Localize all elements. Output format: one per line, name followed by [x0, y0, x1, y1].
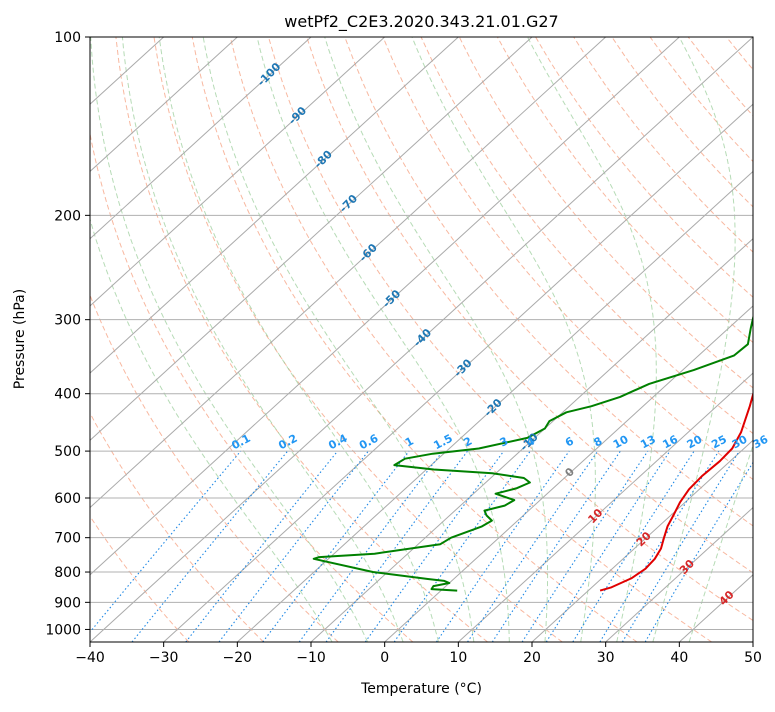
- mixing-ratio-line: [326, 451, 467, 642]
- x-tick-label: −40: [75, 650, 105, 666]
- x-tick-label: 0: [380, 650, 389, 666]
- y-tick-label: 400: [54, 387, 81, 403]
- mixing-ratio-label: 20: [685, 433, 705, 452]
- y-tick-label: 500: [54, 444, 81, 460]
- mixing-ratio-line: [219, 451, 368, 642]
- isotherm-label: -100: [255, 60, 284, 89]
- isotherm-line: [16, 37, 679, 642]
- moist-adiabat-line: [689, 37, 775, 642]
- y-tick-label: 1000: [45, 622, 81, 638]
- dry-adiabat-line: [497, 37, 775, 642]
- y-axis-label: Pressure (hPa): [12, 289, 28, 389]
- mixing-ratio-label: 8: [592, 434, 605, 449]
- mixing-ratio-line: [492, 451, 620, 642]
- mixing-ratio-label: 10: [611, 433, 631, 452]
- x-tick-label: 50: [744, 650, 762, 666]
- moist-adiabat-line: [653, 37, 735, 642]
- temperature-profile-line: [600, 37, 775, 591]
- dry-adiabat-line: [726, 37, 775, 642]
- y-tick-label: 900: [54, 595, 81, 611]
- y-tick-label: 100: [54, 30, 81, 46]
- y-tick-label: 800: [54, 565, 81, 581]
- x-tick-label: −20: [223, 650, 253, 666]
- moist-adiabat-line: [91, 37, 368, 642]
- mixing-ratio-line: [82, 451, 241, 642]
- x-tick-label: −10: [296, 650, 326, 666]
- mixing-ratio-label: 0.6: [357, 432, 381, 453]
- dry-adiabat-line: [269, 37, 775, 642]
- mixing-ratio-label: 16: [660, 433, 680, 452]
- x-tick-label: −30: [149, 650, 179, 666]
- y-tick-label: 200: [54, 208, 81, 224]
- chart-title: wetPf2_C2E3.2020.343.21.01.G27: [284, 12, 558, 32]
- mixing-ratio-label: 6: [563, 434, 576, 449]
- x-tick-label: 40: [670, 650, 688, 666]
- isotherm-line: [0, 37, 237, 642]
- isotherm-line: [753, 37, 775, 642]
- x-tick-label: 10: [449, 650, 467, 666]
- mixing-ratio-line: [365, 451, 503, 642]
- mixing-ratio-label: 1: [403, 434, 416, 449]
- y-tick-label: 600: [54, 491, 81, 507]
- x-tick-label: 20: [523, 650, 541, 666]
- isotherm-line: [0, 37, 532, 642]
- mixing-ratio-line: [468, 451, 598, 642]
- isotherm-line: [164, 37, 775, 642]
- dry-adiabat-line: [612, 37, 775, 642]
- mixing-ratio-label: 0.1: [229, 432, 252, 453]
- dry-adiabat-line: [78, 37, 413, 642]
- y-tick-label: 700: [54, 531, 81, 547]
- y-tick-label: 300: [54, 313, 81, 329]
- dry-adiabat-line: [650, 37, 775, 642]
- isotherm-line: [0, 37, 606, 642]
- dry-adiabat-line: [345, 37, 775, 642]
- moist-adiabat-line: [412, 37, 595, 642]
- mixing-ratio-line: [132, 451, 288, 642]
- mixing-ratio-line: [263, 451, 409, 642]
- dry-adiabat-line: [230, 37, 711, 642]
- dry-adiabat-line: [1, 37, 263, 642]
- mixing-ratio-line: [573, 451, 694, 642]
- dry-adiabat-line: [0, 37, 189, 642]
- moist-adiabat-line: [257, 37, 509, 642]
- mixing-ratio-line: [546, 451, 670, 642]
- mixing-ratio-label: 36: [751, 433, 771, 452]
- mixing-ratio-label: 2: [461, 434, 474, 449]
- moist-adiabat-line: [325, 37, 548, 642]
- isotherm-line: [0, 37, 311, 642]
- dry-adiabat-line: [574, 37, 775, 642]
- isotherm-line: [0, 37, 385, 642]
- moist-adiabat-line: [203, 37, 474, 642]
- mixing-ratio-line: [600, 451, 719, 642]
- x-axis-label: Temperature (°C): [360, 681, 482, 697]
- moist-adiabat-line: [63, 37, 332, 642]
- mixing-ratio-label: 1.5: [431, 432, 454, 453]
- mixing-ratio-line: [436, 451, 569, 642]
- x-tick-label: 30: [597, 650, 615, 666]
- dry-adiabat-line: [688, 37, 775, 642]
- mixing-ratio-label: 0.4: [326, 432, 350, 453]
- mixing-ratio-label: 13: [638, 433, 658, 452]
